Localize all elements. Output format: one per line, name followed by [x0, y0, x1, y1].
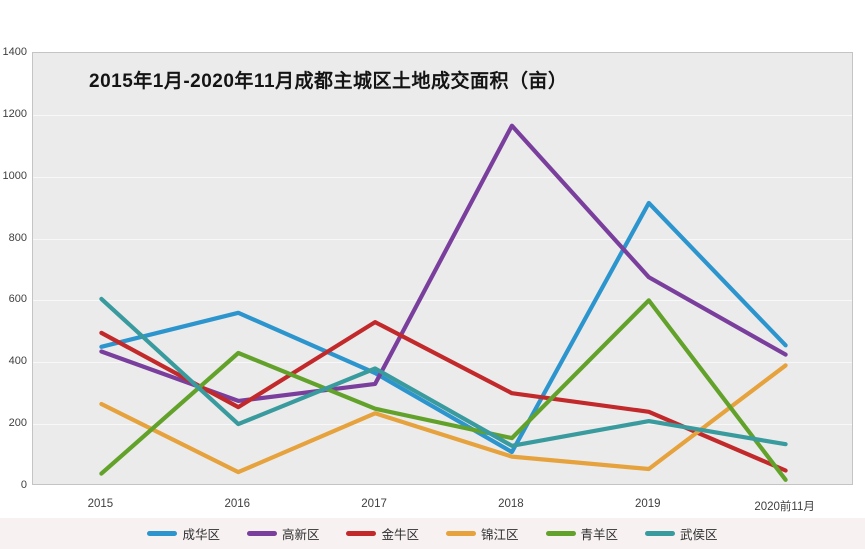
legend-swatch-wuhou — [645, 531, 676, 536]
y-tick-label: 1000 — [2, 169, 27, 182]
legend-label-gaoxin: 高新区 — [281, 528, 320, 542]
y-tick-label: 1200 — [2, 107, 27, 120]
series-line-jinjiang — [99, 363, 788, 475]
legend-item-wuhou: 武侯区 — [645, 524, 718, 543]
legend-swatch-chenghua — [147, 531, 178, 536]
y-tick-label: 1400 — [2, 46, 27, 58]
legend-swatch-jinniu — [346, 531, 377, 536]
x-tick-label: 2020前11月 — [754, 501, 815, 513]
y-tick-label: 800 — [8, 231, 27, 244]
series-line-jinniu — [99, 320, 788, 473]
legend-item-gaoxin: 高新区 — [246, 524, 320, 543]
legend-swatch-jinjiang — [446, 531, 476, 536]
x-tick-label: 2019 — [634, 498, 661, 510]
gridline — [33, 300, 852, 301]
chart-legend: 成华区 高新区 金牛区 锦江区 青羊区 武侯区 — [0, 518, 865, 549]
gridline — [33, 239, 852, 240]
y-tick-label: 0 — [20, 479, 27, 491]
gridline — [33, 115, 852, 116]
legend-item-chenghua: 成华区 — [147, 524, 220, 543]
x-tick-label: 2017 — [361, 498, 387, 510]
y-tick-label: 600 — [8, 293, 27, 306]
legend-label-chenghua: 成华区 — [182, 528, 220, 542]
legend-label-qingyang: 青羊区 — [580, 528, 619, 542]
legend-item-jinniu: 金牛区 — [346, 524, 419, 543]
legend-item-qingyang: 青羊区 — [545, 524, 619, 543]
y-tick-label: 400 — [8, 355, 27, 368]
legend-label-wuhou: 武侯区 — [680, 528, 718, 542]
x-tick-label: 2015 — [87, 498, 114, 510]
legend-swatch-gaoxin — [246, 531, 277, 536]
series-line-wuhou — [99, 296, 788, 448]
legend-label-jinjiang: 锦江区 — [481, 528, 519, 542]
chart-title: 2015年1月-2020年11月成都主城区土地成交面积（亩） — [89, 71, 568, 92]
legend-label-jinniu: 金牛区 — [381, 528, 419, 542]
line-series-canvas — [99, 123, 788, 482]
plot-area: 2015年1月-2020年11月成都主城区土地成交面积（亩） — [32, 52, 853, 485]
gridline — [33, 362, 852, 363]
legend-swatch-qingyang — [545, 531, 576, 536]
x-tick-label: 2016 — [224, 498, 251, 510]
gridline — [33, 177, 852, 178]
series-line-chenghua — [99, 200, 788, 455]
x-tick-label: 2018 — [498, 498, 524, 510]
y-tick-label: 200 — [8, 417, 27, 430]
series-line-qingyang — [99, 298, 788, 482]
legend-item-jinjiang: 锦江区 — [446, 524, 519, 543]
